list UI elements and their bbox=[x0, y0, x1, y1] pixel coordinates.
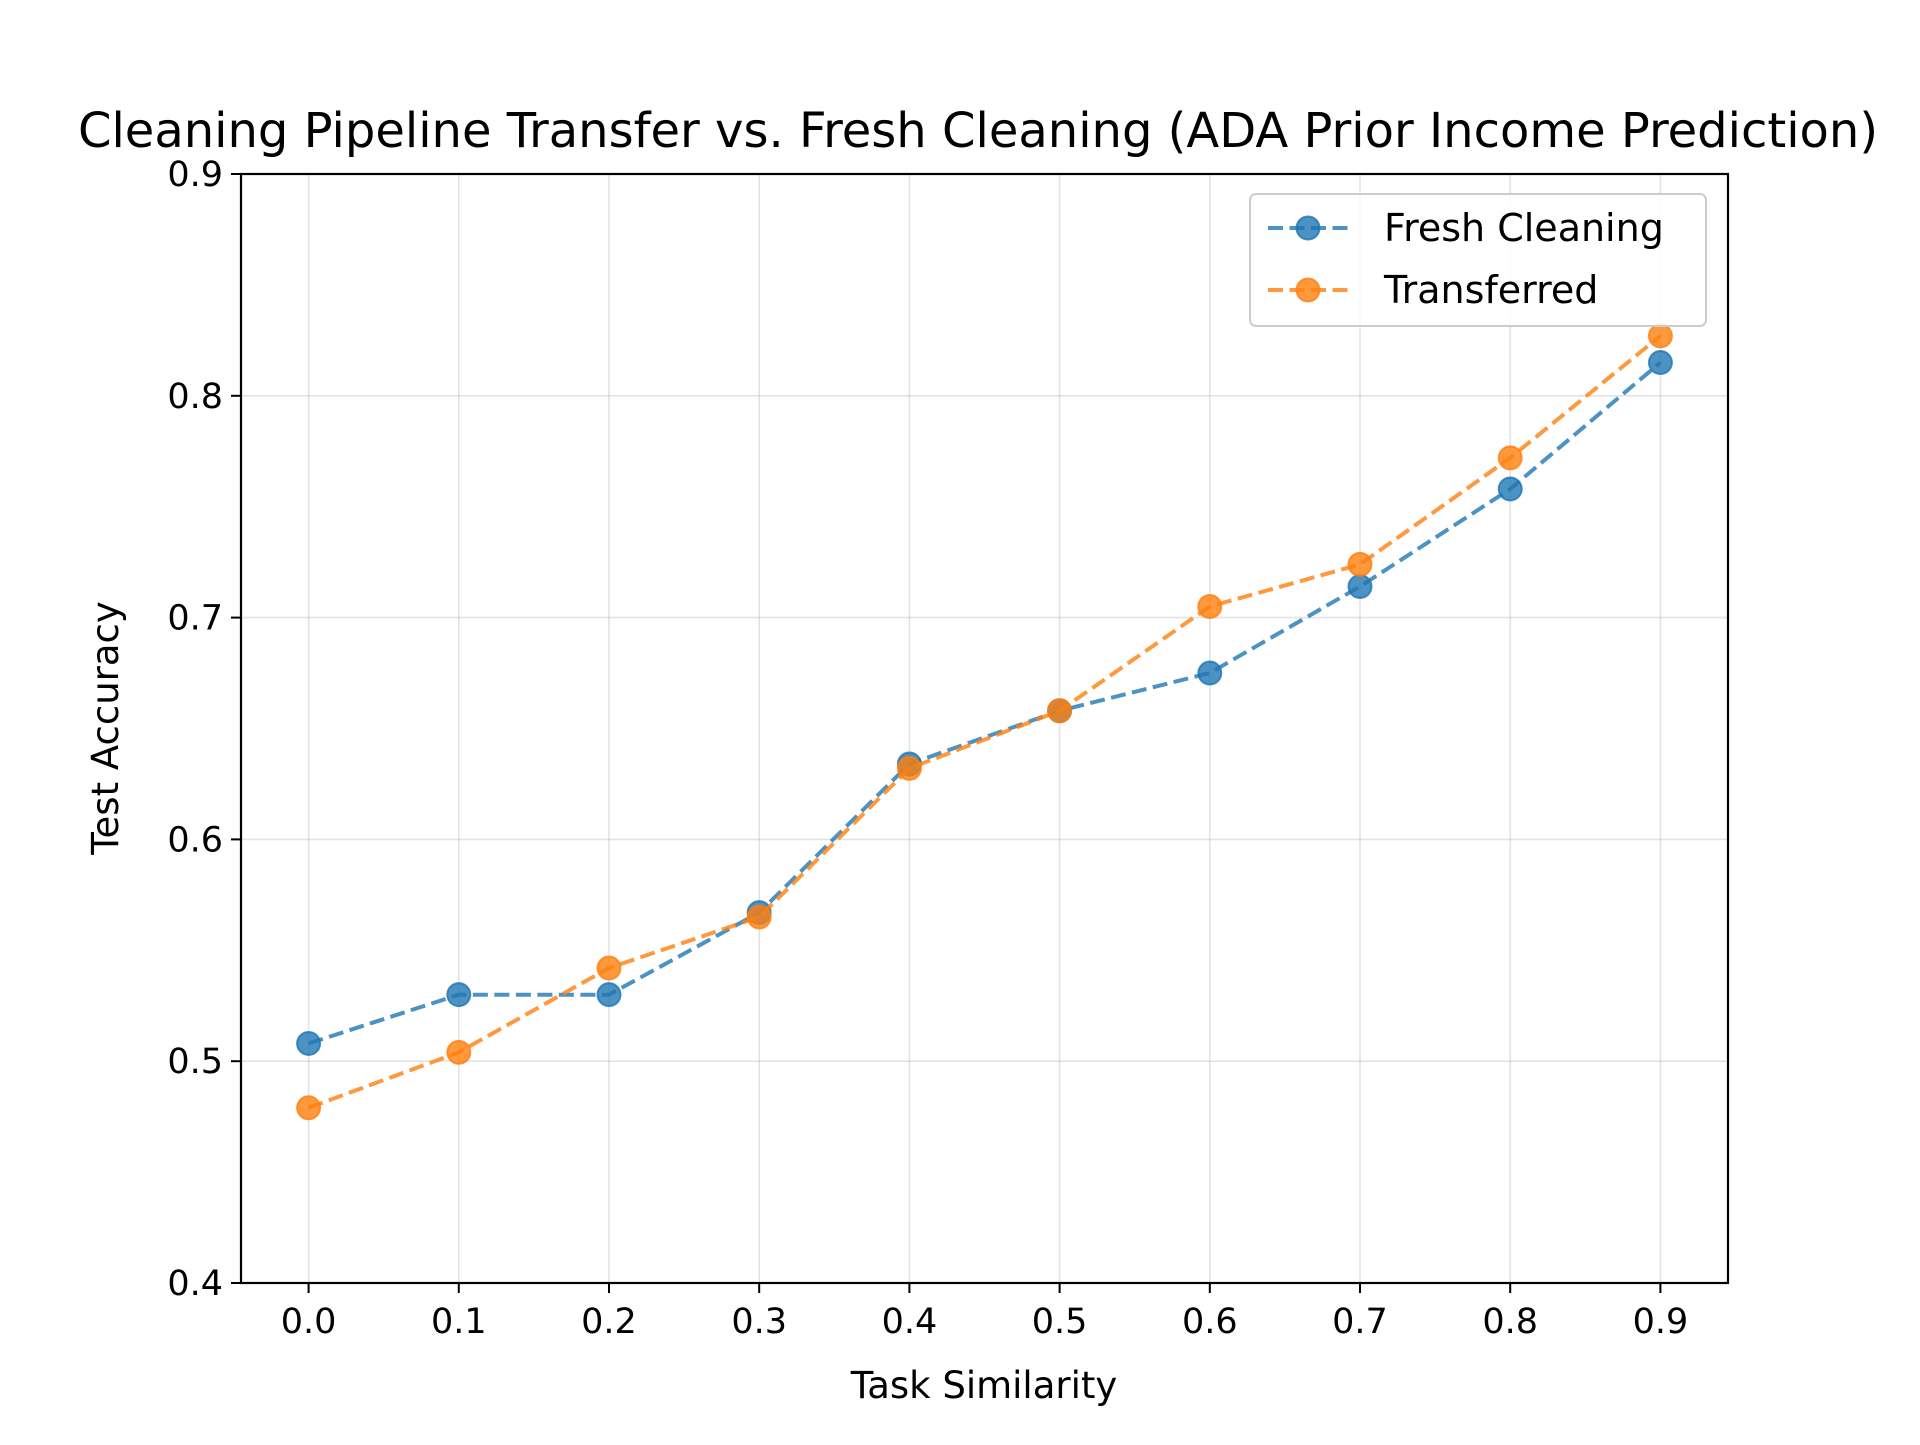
x-tick-label: 0.4 bbox=[882, 1302, 938, 1342]
data-point bbox=[446, 1039, 472, 1065]
legend-box bbox=[1249, 193, 1707, 327]
legend: Fresh Cleaning Transferred bbox=[1249, 193, 1707, 327]
data-point bbox=[1347, 551, 1373, 577]
x-tick-label: 0.6 bbox=[1182, 1302, 1238, 1342]
plot-area-frame bbox=[239, 172, 1730, 1285]
series-layer bbox=[296, 323, 1673, 1121]
x-tick-label: 0.9 bbox=[1633, 1302, 1689, 1342]
legend-item-1: Transferred bbox=[1268, 268, 1598, 312]
y-tick-label: 0.6 bbox=[167, 820, 223, 860]
data-point bbox=[296, 1095, 322, 1121]
x-tick-label: 0.0 bbox=[281, 1302, 337, 1342]
y-tick-label: 0.4 bbox=[167, 1264, 223, 1304]
grid-lines bbox=[241, 173, 1728, 1284]
data-point bbox=[896, 755, 922, 781]
y-tick-label: 0.7 bbox=[167, 599, 223, 639]
legend-marker bbox=[1295, 215, 1321, 241]
data-point bbox=[1497, 476, 1523, 502]
data-point bbox=[1047, 698, 1073, 724]
axis-ticks: 0.0 0.1 0.2 0.3 0.4 0.5 0.6 0.7 0.8 0.9 0.4 0.5 0.6 0… bbox=[167, 155, 1688, 1342]
legend-label: Fresh Cleaning bbox=[1384, 206, 1664, 250]
series-0 bbox=[296, 350, 1673, 1056]
x-tick-label: 0.1 bbox=[431, 1302, 487, 1342]
x-tick-label: 0.2 bbox=[581, 1302, 637, 1342]
series-1 bbox=[296, 323, 1673, 1121]
y-tick-label: 0.8 bbox=[167, 377, 223, 417]
data-point bbox=[1647, 350, 1673, 376]
data-point bbox=[1197, 660, 1223, 686]
legend-label: Transferred bbox=[1383, 268, 1598, 312]
y-axis-label: Test Accuracy bbox=[84, 601, 127, 856]
data-point bbox=[1347, 574, 1373, 600]
data-point bbox=[596, 982, 622, 1008]
data-point bbox=[446, 982, 472, 1008]
x-tick-label: 0.5 bbox=[1032, 1302, 1088, 1342]
data-point bbox=[296, 1030, 322, 1056]
x-tick-label: 0.7 bbox=[1332, 1302, 1388, 1342]
data-point bbox=[1197, 594, 1223, 620]
data-point bbox=[596, 955, 622, 981]
x-tick-label: 0.8 bbox=[1482, 1302, 1538, 1342]
series-line bbox=[307, 334, 1662, 1110]
data-point bbox=[1647, 323, 1673, 349]
y-tick-label: 0.5 bbox=[167, 1042, 223, 1082]
x-axis-label: Task Similarity bbox=[850, 1364, 1118, 1407]
legend-item-0: Fresh Cleaning bbox=[1268, 206, 1664, 250]
data-point bbox=[746, 904, 772, 930]
legend-marker bbox=[1295, 277, 1321, 303]
series-line bbox=[307, 360, 1662, 1046]
data-point bbox=[1497, 445, 1523, 471]
y-tick-label: 0.9 bbox=[167, 155, 223, 195]
chart-title: Cleaning Pipeline Transfer vs. Fresh Cle… bbox=[78, 103, 1878, 159]
x-tick-label: 0.3 bbox=[731, 1302, 787, 1342]
